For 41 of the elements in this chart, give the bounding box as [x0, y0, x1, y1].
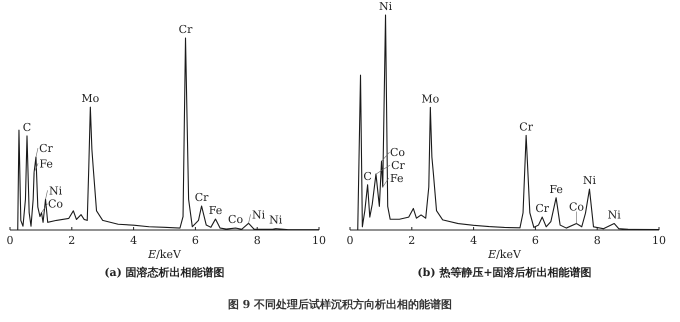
- annotation: Cr: [535, 202, 550, 216]
- x-tick-label: 8: [254, 234, 261, 247]
- annotation: C: [363, 170, 372, 183]
- annotation: Mo: [81, 92, 100, 106]
- x-tick-label: 2: [408, 234, 416, 247]
- annotation: Cr: [178, 23, 194, 36]
- text: (b) 热等静压+固溶后析出相能谱图: [417, 266, 592, 279]
- annotation: Ni: [269, 214, 283, 227]
- annotation: Co: [48, 198, 64, 211]
- annotation: Ni: [252, 208, 266, 222]
- annotation: Co: [228, 213, 244, 226]
- annotation: Ni: [48, 184, 63, 198]
- x-tick-label: 6: [532, 234, 539, 247]
- annotation: C: [22, 120, 32, 134]
- x-tick-label: 8: [594, 234, 601, 247]
- annotation: Ni: [608, 208, 622, 222]
- x-tick-label: 0: [6, 234, 14, 247]
- annotation: Cr: [194, 191, 210, 204]
- annotation: Fe: [390, 172, 404, 185]
- annotation: Cr: [519, 120, 534, 134]
- x-axis-title: E/keV: [487, 248, 522, 261]
- annotation: Cr: [39, 142, 54, 156]
- caption: 图 9 不同处理后试样沉积方向析出相的能谱图: [228, 298, 452, 311]
- annotation: Cr: [391, 159, 406, 172]
- annotation: Fe: [549, 182, 563, 196]
- x-tick-label: 0: [346, 234, 354, 247]
- annotation: Ni: [582, 174, 597, 188]
- annotation: Fe: [39, 157, 53, 170]
- annotation: Mo: [421, 92, 440, 106]
- text: (a) 固溶态析出相能谱图: [104, 266, 225, 279]
- x-tick-label: 4: [470, 234, 478, 247]
- annotation: Co: [390, 146, 406, 160]
- x-tick-label: 10: [312, 234, 326, 247]
- x-axis-title: E/keV: [147, 248, 182, 261]
- annotation: Fe: [208, 204, 222, 218]
- annotation: Ni: [378, 0, 393, 13]
- annotation: Co: [568, 200, 584, 214]
- x-tick-label: 4: [130, 234, 138, 247]
- x-tick-label: 10: [652, 234, 666, 247]
- x-tick-label: 2: [68, 234, 76, 247]
- x-tick-label: 6: [192, 234, 199, 247]
